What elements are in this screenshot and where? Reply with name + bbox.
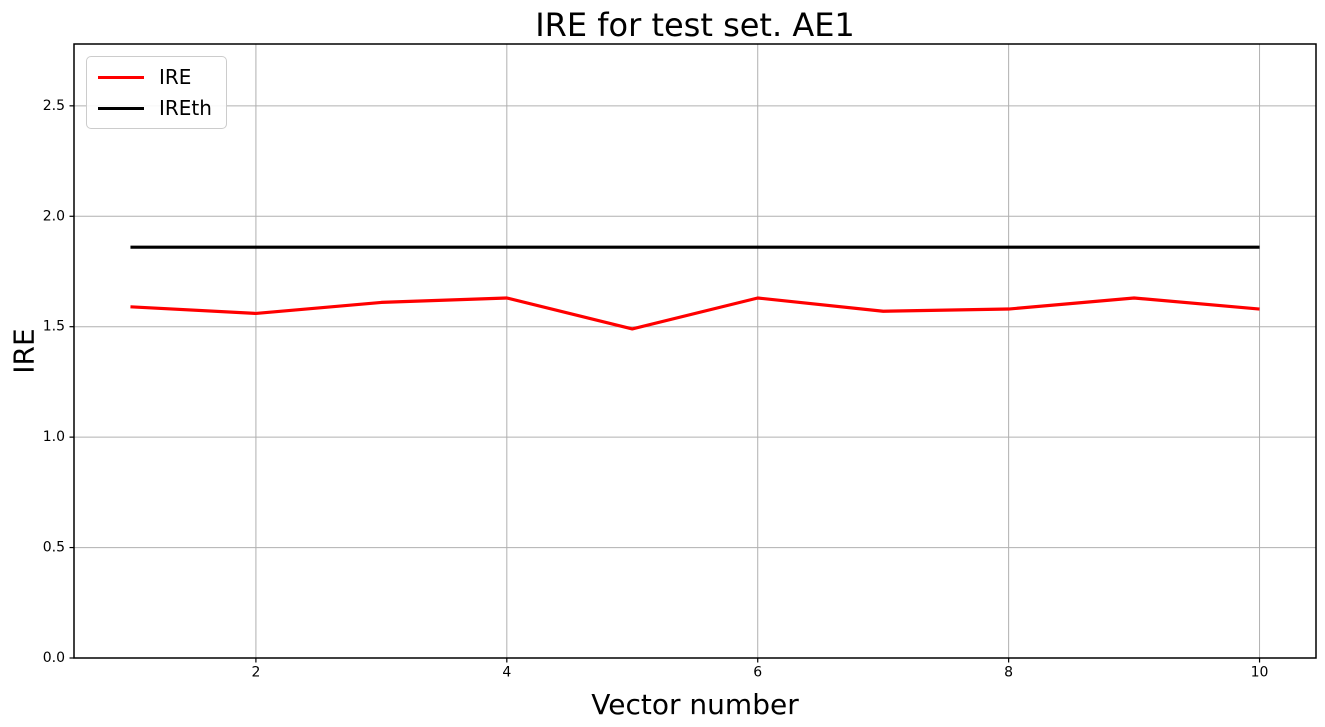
y-tick-label: 0.0 [43, 650, 65, 666]
x-tick-label: 10 [1251, 665, 1269, 681]
legend-label-ireth: IREth [159, 96, 212, 120]
x-tick-label: 4 [502, 665, 511, 681]
x-tick-label: 6 [753, 665, 762, 681]
y-tick-label: 2.5 [43, 98, 65, 114]
plot-border [73, 43, 1317, 659]
series-line-ire [130, 296, 1260, 331]
legend-line-swatch-ire [98, 75, 144, 79]
y-tick-label: 1.0 [43, 429, 65, 445]
y-axis-label: IRE [7, 328, 41, 374]
x-tick-label: 2 [251, 665, 260, 681]
legend-line-swatch-ireth [98, 106, 144, 110]
y-tick-label: 2.0 [43, 208, 65, 224]
chart-title: IRE for test set. AE1 [535, 6, 855, 44]
y-tick-label: 0.5 [43, 540, 65, 556]
legend-label-ire: IRE [159, 65, 192, 89]
x-tick-label: 8 [1004, 665, 1013, 681]
y-tick-label: 1.5 [43, 319, 65, 335]
legend-item-ire: IRE [98, 65, 212, 89]
legend: IRE IREth [86, 56, 227, 129]
legend-item-ireth: IREth [98, 96, 212, 120]
x-axis-label: Vector number [591, 688, 799, 721]
